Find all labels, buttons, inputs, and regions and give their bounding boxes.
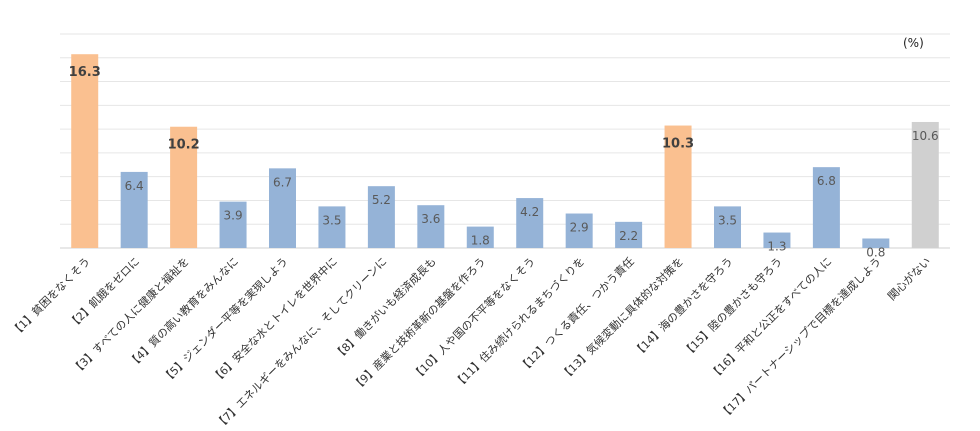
category-label: 【8】働きがいも経済成長も: [331, 254, 439, 362]
category-label: 【7】エネルギーをみんなに、そしてクリーンに: [213, 255, 390, 431]
bar: [812, 167, 840, 248]
value-label: 1.8: [471, 234, 490, 248]
value-label: 10.6: [912, 129, 939, 143]
bar: [170, 126, 198, 248]
value-label: 2.9: [570, 221, 589, 235]
bar: [714, 206, 741, 248]
bar: [615, 221, 643, 248]
gridlines: [60, 33, 950, 249]
bar: [911, 121, 939, 248]
value-label: 2.2: [619, 229, 638, 243]
bar: [862, 238, 890, 248]
bar: [120, 171, 148, 248]
value-label: 0.8: [866, 245, 885, 259]
value-label: 10.3: [662, 137, 694, 152]
value-label: 5.2: [372, 193, 391, 207]
category-label: 【1】貧困をなくそう: [9, 255, 93, 339]
bar: [71, 54, 99, 248]
unit-label: (%): [903, 36, 924, 50]
value-label: 16.3: [69, 65, 101, 80]
bar: [664, 125, 692, 248]
bar: [269, 168, 296, 248]
bar: [565, 213, 593, 248]
bar: [367, 186, 395, 248]
bar: [219, 201, 247, 248]
category-label: 関心がない: [885, 254, 934, 303]
value-label: 3.9: [224, 209, 243, 223]
value-label: 10.2: [168, 138, 200, 153]
value-label: 6.8: [817, 174, 836, 188]
value-label: 6.4: [125, 179, 144, 193]
bar: [763, 232, 791, 248]
value-label: 1.3: [767, 240, 786, 254]
bar: [318, 206, 346, 248]
category-label: 【15】陸の豊かさも守ろう: [680, 254, 785, 359]
value-label: 3.5: [718, 213, 737, 227]
bar-group: [71, 54, 939, 248]
value-label: 4.2: [520, 205, 539, 219]
bar: [466, 226, 494, 248]
category-label: 【14】海の豊かさを守ろう: [630, 254, 735, 359]
value-label: 6.7: [273, 175, 292, 189]
bar: [516, 198, 544, 248]
category-label-group: 【1】貧困をなくそう【2】飢餓をゼロに【3】すべての人に健康と福祉を【4】質の高…: [9, 254, 934, 431]
value-label: 3.5: [322, 213, 341, 227]
value-label: 3.6: [421, 212, 440, 226]
value-label-group: 16.3 6.4 10.2 3.9 6.7 3.5 5.2 3.6 1.8 4.2 2.9 2.2 10…: [69, 65, 939, 259]
bar: [417, 205, 445, 248]
